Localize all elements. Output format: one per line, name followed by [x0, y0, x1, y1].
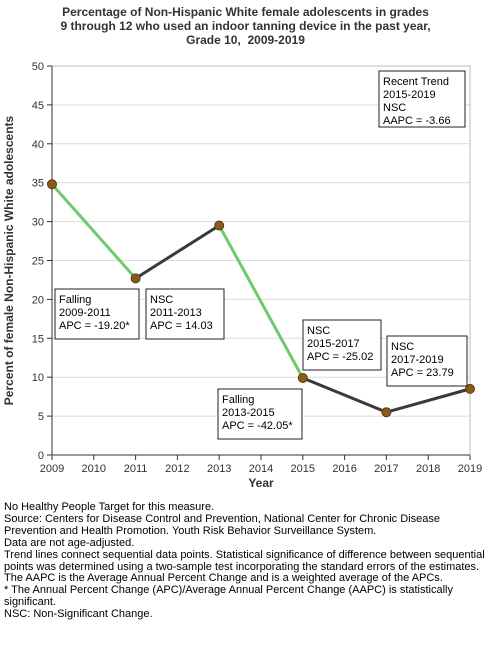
annotation-4-line-1: NSC [307, 325, 330, 337]
y-tick-label-25: 25 [32, 256, 44, 268]
annotation-1-line-1: Falling [59, 294, 91, 306]
recent-trend-box-line-3: NSC [383, 102, 406, 114]
annotation-4-line-3: APC = -25.02 [307, 351, 373, 363]
y-tick-label-5: 5 [38, 411, 44, 423]
footnotes: No Healthy People Target for this measur… [4, 501, 488, 621]
data-point-2009 [47, 179, 57, 190]
data-point-2011 [130, 273, 141, 284]
annotation-5-line-2: 2017-2019 [391, 354, 444, 366]
annotation-3-line-2: 2013-2015 [222, 407, 275, 419]
y-tick-label-15: 15 [32, 333, 44, 345]
note-aapc: The AAPC is the Average Annual Percent C… [4, 572, 443, 585]
y-tick-label-35: 35 [32, 178, 44, 190]
x-tick-label-2017: 2017 [374, 463, 398, 475]
chart-title: Percentage of Non-Hispanic White female … [0, 5, 491, 47]
recent-trend-box-line-4: AAPC = -3.66 [383, 115, 451, 127]
y-tick-label-50: 50 [32, 61, 44, 73]
line-chart: 0 5 10 15 20 25 30 35 40 45 50 2009 2010 2011 2012 2013… [2, 61, 482, 490]
x-tick-label-2009: 2009 [40, 463, 64, 475]
y-tick-label-0: 0 [38, 450, 44, 462]
y-tick-label-10: 10 [32, 372, 44, 384]
y-axis-label: Percent of female Non-Hispanic White ado… [2, 115, 16, 405]
trend-segment-2009-2011 [50, 182, 138, 280]
annotation-1-line-2: 2009-2011 [59, 307, 111, 319]
note-nsc: NSC: Non-Significant Change. [4, 608, 153, 621]
series-lines [50, 182, 472, 414]
chart-title-line-1: Percentage of Non-Hispanic White female … [62, 5, 429, 19]
recent-trend-box-frame [378, 70, 466, 128]
recent-trend-box-line-2: 2015-2019 [383, 89, 436, 101]
trend-segment-2011-2013 [134, 223, 221, 280]
annotation-2-line-1: NSC [150, 294, 173, 306]
note-healthy-people: No Healthy People Target for this measur… [4, 501, 215, 513]
annotation-1-frame [54, 288, 140, 340]
chart-title-line-2: 9 through 12 who used an indoor tanning … [60, 19, 431, 33]
data-point-2013 [214, 220, 225, 231]
annotation-3-line-3: APC = -42.05* [222, 420, 293, 432]
x-tick-label-2018: 2018 [416, 463, 440, 475]
recent-trend-box-line-1: Recent Trend [383, 76, 449, 88]
annotation-5-line-1: NSC [391, 341, 414, 353]
data-point-2019 [465, 383, 475, 394]
annotation-2-line-2: 2011-2013 [150, 307, 202, 319]
trend-segment-2015-2017 [301, 376, 388, 414]
x-tick-label-2012: 2012 [165, 463, 189, 475]
note-significance: * The Annual Percent Change (APC)/Averag… [4, 584, 454, 609]
y-tick-label-40: 40 [32, 139, 44, 151]
y-tick-label-20: 20 [32, 294, 44, 306]
y-tick-label-45: 45 [32, 100, 44, 112]
x-tick-label-2014: 2014 [249, 463, 273, 475]
data-point-2015 [297, 372, 308, 383]
note-age-adjusted: Data are not age-adjusted. [4, 536, 135, 549]
x-tick-label-2016: 2016 [332, 463, 356, 475]
annotation-5-frame [386, 335, 468, 387]
annotation-4-line-2: 2015-2017 [307, 338, 360, 350]
x-tick-label-2013: 2013 [207, 463, 231, 475]
annotation-2-line-3: APC = 14.03 [150, 320, 213, 332]
x-tick-label-2010: 2010 [82, 463, 106, 475]
annotation-3-line-1: Falling [222, 394, 254, 406]
chart-title-line-3: Grade 10, 2009-2019 [186, 33, 305, 47]
trend-segment-2017-2019 [384, 387, 472, 414]
trend-segment-2013-2015 [217, 223, 305, 380]
x-tick-label-2015: 2015 [291, 463, 315, 475]
x-tick-label-2011: 2011 [124, 463, 148, 475]
annotation-3-frame [217, 388, 303, 440]
y-tick-label-30: 30 [32, 217, 44, 229]
annotation-2-frame [145, 288, 225, 340]
annotation-5-line-3: APC = 23.79 [391, 367, 454, 379]
data-markers [47, 179, 475, 418]
annotation-4-frame [302, 319, 382, 371]
axis-layer: 0 5 10 15 20 25 30 35 40 45 50 2009 2010 2011 2012 2013… [2, 61, 482, 490]
note-source: Source: Centers for Disease Control and … [4, 512, 440, 537]
x-axis-label: Year [248, 476, 274, 490]
note-trend-lines: Trend lines connect sequential data poin… [4, 548, 485, 573]
data-point-2017 [381, 407, 392, 418]
x-tick-label-2019: 2019 [458, 463, 482, 475]
annotation-1-line-3: APC = -19.20* [59, 320, 130, 332]
